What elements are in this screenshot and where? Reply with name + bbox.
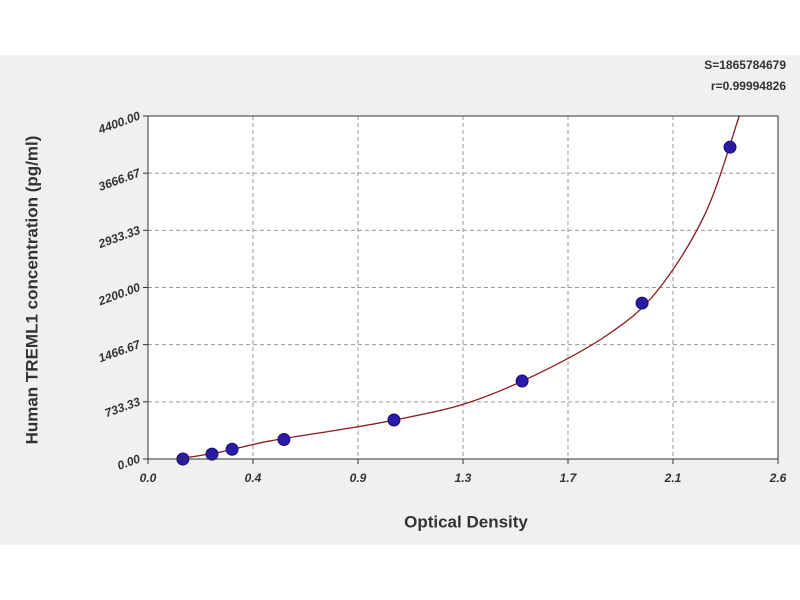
annotation: S=1865784679 — [704, 58, 786, 72]
annotation: r=0.99994826 — [711, 79, 786, 93]
x-tick-label: 2.6 — [769, 471, 787, 485]
x-tick-label: 2.1 — [664, 471, 682, 485]
x-tick-label: 0.9 — [350, 471, 367, 485]
x-tick-label: 0.4 — [245, 471, 262, 485]
data-point — [387, 413, 401, 427]
x-tick-label: 1.7 — [560, 471, 578, 485]
x-tick-label: 0.0 — [140, 471, 157, 485]
fit-curve — [176, 115, 740, 460]
y-axis-title: Human TREML1 concentration (pg/ml) — [22, 136, 41, 445]
data-point — [277, 433, 291, 447]
data-point — [205, 447, 219, 461]
data-point — [723, 140, 737, 154]
data-point — [635, 296, 649, 310]
marks — [176, 115, 740, 466]
data-point — [515, 374, 529, 388]
data-point — [225, 442, 239, 456]
x-axis-title: Optical Density — [404, 512, 528, 531]
x-tick-label: 1.3 — [455, 471, 472, 485]
